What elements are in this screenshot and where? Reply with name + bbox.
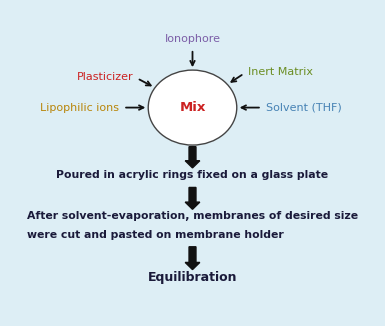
Text: Ionophore: Ionophore bbox=[164, 34, 221, 44]
Text: Plasticizer: Plasticizer bbox=[77, 72, 133, 82]
Text: Solvent (THF): Solvent (THF) bbox=[266, 103, 342, 112]
Text: Equilibration: Equilibration bbox=[148, 271, 237, 284]
FancyArrow shape bbox=[185, 147, 200, 168]
FancyArrow shape bbox=[185, 247, 200, 270]
Text: Lipophilic ions: Lipophilic ions bbox=[40, 103, 119, 112]
Text: After solvent-evaporation, membranes of desired size: After solvent-evaporation, membranes of … bbox=[27, 211, 358, 221]
Circle shape bbox=[148, 70, 237, 145]
Text: were cut and pasted on membrane holder: were cut and pasted on membrane holder bbox=[27, 230, 284, 240]
Text: Inert Matrix: Inert Matrix bbox=[248, 67, 313, 77]
Text: Mix: Mix bbox=[179, 101, 206, 114]
FancyArrow shape bbox=[185, 187, 200, 209]
Text: Poured in acrylic rings fixed on a glass plate: Poured in acrylic rings fixed on a glass… bbox=[57, 170, 328, 180]
